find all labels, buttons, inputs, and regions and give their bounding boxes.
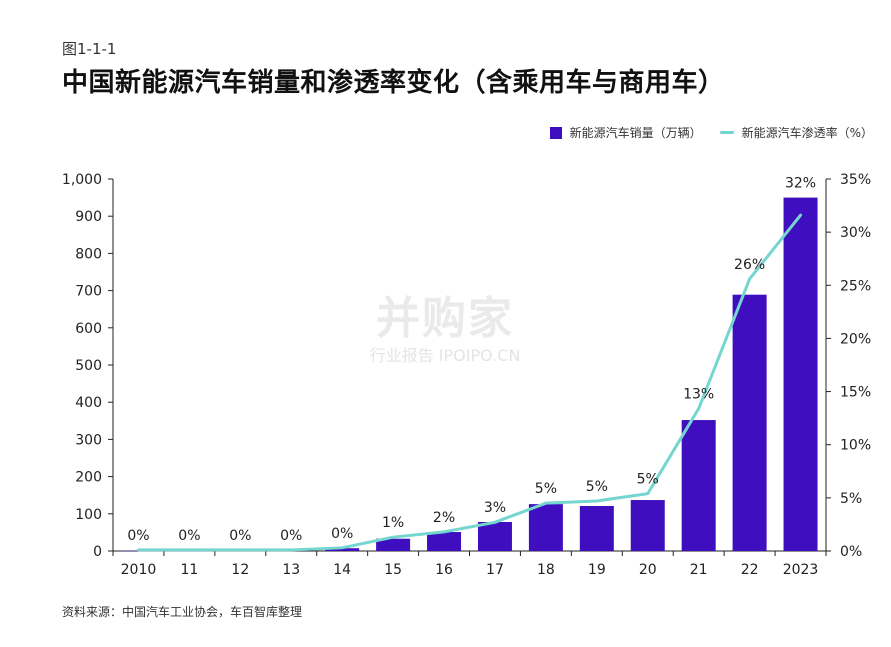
x-tick-label: 11	[180, 562, 198, 578]
y-right-tick-label: 5%	[840, 491, 862, 507]
rate-data-label-2023: 32%	[785, 176, 816, 192]
y-left-tick-label: 100	[75, 507, 102, 523]
rate-data-label-12: 0%	[229, 528, 251, 544]
x-tick-label: 14	[333, 562, 351, 578]
x-tick-label: 16	[435, 562, 453, 578]
x-tick-label: 15	[384, 562, 402, 578]
y-left-tick-label: 600	[75, 321, 102, 337]
rate-data-label-14: 0%	[331, 526, 353, 542]
rate-data-label-20: 5%	[637, 472, 659, 488]
legend-line-label: 新能源汽车渗透率（%）	[741, 126, 873, 140]
chart-legend: 新能源汽车销量（万辆） 新能源汽车渗透率（%）	[549, 124, 873, 141]
rate-data-label-17: 3%	[484, 500, 506, 516]
x-tick-label: 18	[537, 562, 555, 578]
bar-15	[376, 538, 411, 551]
y-left-tick-label: 1,000	[62, 172, 102, 188]
y-left-tick-label: 0	[93, 544, 102, 560]
x-tick-label: 20	[639, 562, 657, 578]
y-right-tick-label: 20%	[840, 331, 871, 347]
rate-data-label-11: 0%	[178, 528, 200, 544]
x-tick-label: 12	[231, 562, 249, 578]
y-right-tick-label: 0%	[840, 544, 862, 560]
x-tick-label: 19	[588, 562, 606, 578]
y-left-tick-label: 400	[75, 395, 102, 411]
y-right-tick-label: 35%	[840, 172, 871, 188]
x-tick-label: 22	[741, 562, 759, 578]
x-tick-label: 21	[690, 562, 708, 578]
rate-data-label-16: 2%	[433, 510, 455, 526]
rate-data-label-15: 1%	[382, 515, 404, 531]
figure-label: 图1-1-1	[62, 40, 117, 58]
rate-data-label-21: 13%	[683, 387, 714, 403]
bar-20	[630, 500, 665, 551]
rate-data-label-2010: 0%	[127, 528, 149, 544]
penetration-rate-line	[136, 213, 803, 552]
chart-title: 中国新能源汽车销量和渗透率变化（含乘用车与商用车）	[62, 68, 725, 98]
y-right-tick-label: 10%	[840, 438, 871, 454]
bar-17	[477, 521, 512, 551]
x-tick-label: 2010	[121, 562, 157, 578]
legend-bar-label: 新能源汽车销量（万辆）	[569, 126, 702, 140]
bar-18	[528, 504, 563, 551]
x-tick-label: 13	[282, 562, 300, 578]
y-left-tick-label: 300	[75, 432, 102, 448]
y-left-tick-label: 800	[75, 246, 102, 262]
y-left-tick-label: 500	[75, 358, 102, 374]
y-right-tick-label: 25%	[840, 278, 871, 294]
rate-data-label-19: 5%	[586, 479, 608, 495]
x-tick-label: 2023	[783, 562, 819, 578]
bar-16	[427, 532, 462, 551]
bar-14	[325, 548, 360, 551]
y-right-tick-label: 30%	[840, 225, 871, 241]
bar-2023	[783, 197, 818, 551]
y-left-tick-label: 200	[75, 470, 102, 486]
rate-data-label-22: 26%	[734, 257, 765, 273]
y-left-tick-label: 900	[75, 209, 102, 225]
x-tick-label: 17	[486, 562, 504, 578]
bar-21	[681, 420, 716, 551]
legend-line-swatch	[719, 131, 734, 134]
source-note: 资料来源：中国汽车工业协会，车百智库整理	[62, 605, 303, 619]
rate-data-label-18: 5%	[535, 481, 557, 497]
bar-19	[579, 505, 614, 551]
rate-data-label-13: 0%	[280, 528, 302, 544]
y-left-tick-label: 700	[75, 284, 102, 300]
legend-bar-swatch	[549, 126, 562, 139]
bar-22	[732, 294, 767, 551]
y-right-tick-label: 15%	[840, 385, 871, 401]
